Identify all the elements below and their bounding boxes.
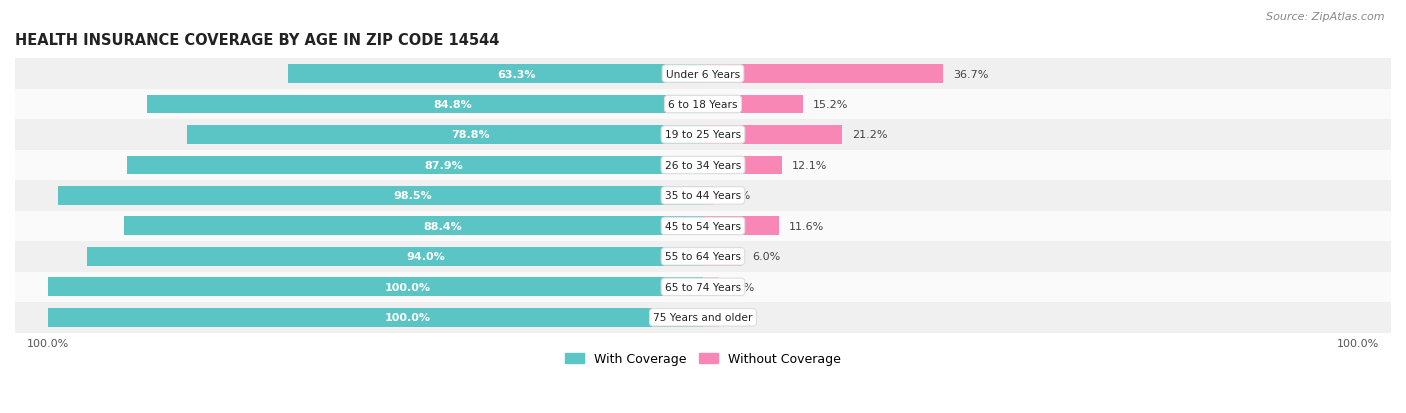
Text: 88.4%: 88.4% [423,221,461,231]
Text: 87.9%: 87.9% [425,161,463,171]
Bar [127,156,703,175]
Bar [15,90,1391,120]
Bar [15,272,1391,302]
Bar [703,247,742,266]
Text: 26 to 34 Years: 26 to 34 Years [665,161,741,171]
Text: 19 to 25 Years: 19 to 25 Years [665,130,741,140]
Bar [15,150,1391,181]
Text: 0.0%: 0.0% [725,313,754,323]
Text: 12.1%: 12.1% [792,161,828,171]
Text: 55 to 64 Years: 55 to 64 Years [665,252,741,262]
Bar [703,187,713,205]
Bar [15,59,1391,90]
Text: 35 to 44 Years: 35 to 44 Years [665,191,741,201]
Text: 100.0%: 100.0% [385,282,432,292]
Text: 21.2%: 21.2% [852,130,887,140]
Bar [87,247,703,266]
Bar [15,181,1391,211]
Text: 100.0%: 100.0% [385,313,432,323]
Bar [15,242,1391,272]
Bar [15,302,1391,333]
Bar [288,65,703,84]
Bar [703,95,803,114]
Text: 6.0%: 6.0% [752,252,780,262]
Text: Source: ZipAtlas.com: Source: ZipAtlas.com [1267,12,1385,22]
Bar [58,187,703,205]
Text: 36.7%: 36.7% [953,69,988,79]
Text: 1.5%: 1.5% [723,191,751,201]
Bar [15,211,1391,242]
Text: 15.2%: 15.2% [813,100,848,110]
Bar [148,95,703,114]
Legend: With Coverage, Without Coverage: With Coverage, Without Coverage [561,347,845,370]
Text: 78.8%: 78.8% [451,130,489,140]
Text: 0.0%: 0.0% [725,282,754,292]
Bar [703,65,943,84]
Bar [703,217,779,236]
Text: 65 to 74 Years: 65 to 74 Years [665,282,741,292]
Text: 11.6%: 11.6% [789,221,824,231]
Text: 98.5%: 98.5% [394,191,432,201]
Bar [703,126,842,145]
Bar [703,278,720,297]
Text: HEALTH INSURANCE COVERAGE BY AGE IN ZIP CODE 14544: HEALTH INSURANCE COVERAGE BY AGE IN ZIP … [15,33,499,48]
Bar [703,156,782,175]
Text: 45 to 54 Years: 45 to 54 Years [665,221,741,231]
Bar [124,217,703,236]
Bar [703,308,720,327]
Bar [187,126,703,145]
Bar [48,278,703,297]
Text: 84.8%: 84.8% [433,100,472,110]
Text: 6 to 18 Years: 6 to 18 Years [668,100,738,110]
Text: Under 6 Years: Under 6 Years [666,69,740,79]
Text: 75 Years and older: 75 Years and older [654,313,752,323]
Text: 63.3%: 63.3% [498,69,536,79]
Bar [15,120,1391,150]
Bar [48,308,703,327]
Text: 94.0%: 94.0% [406,252,446,262]
